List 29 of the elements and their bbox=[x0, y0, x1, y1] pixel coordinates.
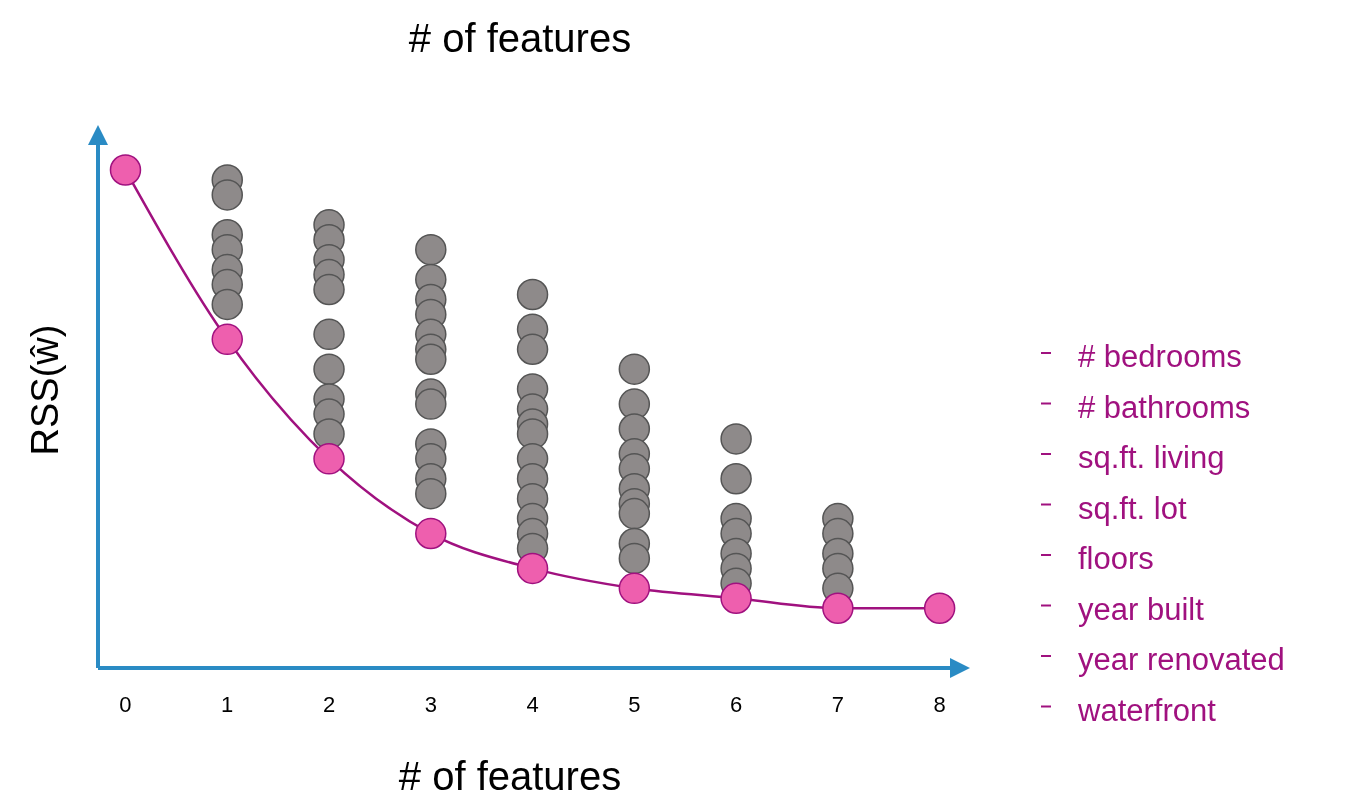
x-tick-label: 6 bbox=[729, 692, 743, 717]
text: floors bbox=[1078, 541, 1154, 576]
x-axis-title: # of features bbox=[398, 754, 622, 798]
x-tick-label: 5 bbox=[628, 692, 641, 717]
text: # bathrooms bbox=[1078, 389, 1251, 425]
point bbox=[720, 582, 752, 615]
text: sq.ft. living bbox=[1078, 440, 1225, 475]
x-tick-label: 2 bbox=[322, 692, 336, 717]
point bbox=[211, 323, 243, 356]
y-axis-title: RSS(ŵ) bbox=[24, 324, 66, 456]
x-tick-label: 0 bbox=[119, 692, 132, 717]
x-tick-label: 7 bbox=[831, 692, 844, 717]
x-tick-label: 1 bbox=[221, 692, 234, 717]
text: sq.ft. lot bbox=[1078, 490, 1187, 526]
x-tick-label: 3 bbox=[424, 692, 437, 717]
point bbox=[109, 154, 142, 186]
x-tick-label: 8 bbox=[933, 692, 946, 717]
text: waterfront bbox=[1077, 692, 1217, 728]
point bbox=[516, 552, 549, 585]
point bbox=[822, 592, 854, 624]
chart-title: # of features bbox=[408, 16, 632, 60]
point bbox=[313, 443, 345, 475]
text: # bedrooms bbox=[1078, 339, 1242, 374]
point bbox=[415, 517, 447, 550]
point bbox=[923, 592, 956, 624]
text: year built bbox=[1078, 591, 1205, 627]
x-tick-label: 4 bbox=[526, 692, 539, 717]
point bbox=[618, 572, 651, 605]
text: year renovated bbox=[1078, 642, 1285, 677]
